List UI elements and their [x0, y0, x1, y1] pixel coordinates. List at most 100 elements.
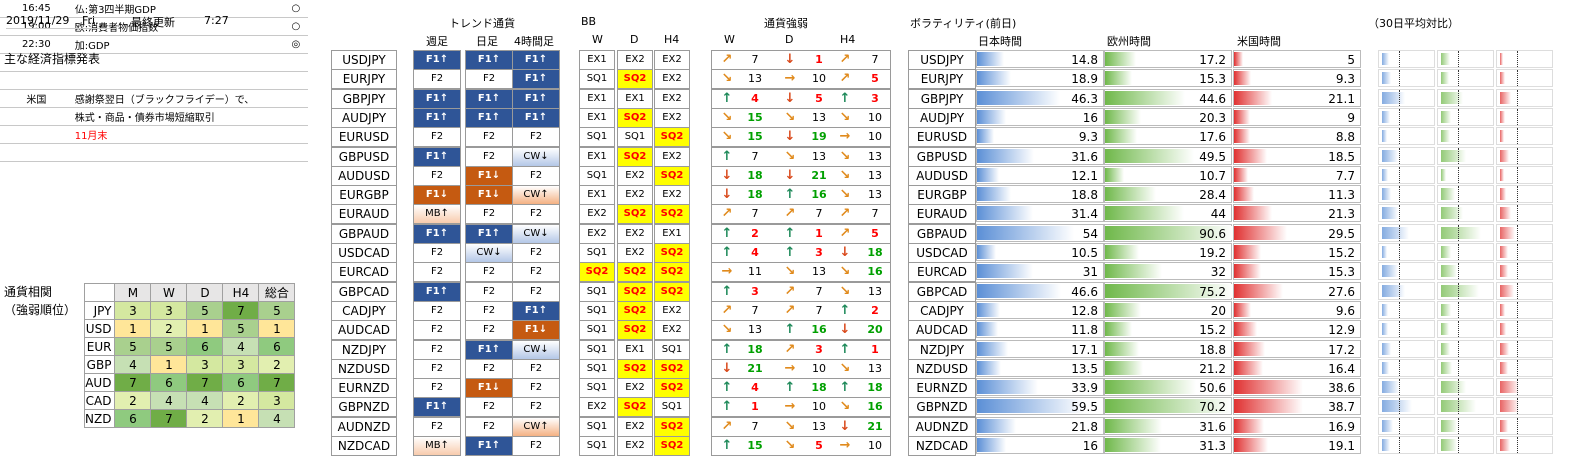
strength-col-w: W: [724, 33, 735, 46]
vol-value: 16.9: [1328, 420, 1355, 434]
vol-cell: [1104, 359, 1232, 377]
vol-bar: [1234, 168, 1248, 182]
matrix-corner: [83, 283, 116, 302]
vol-cell: [1233, 127, 1361, 145]
vol-col-us: 米国時間: [1237, 35, 1281, 48]
vol-ratio-cell: [1437, 301, 1494, 319]
matrix-value: 2: [114, 391, 152, 410]
vol-ratio-cell: [1437, 108, 1494, 126]
vol-ratio-marker: [1399, 128, 1400, 144]
strength-rank: 13: [868, 188, 882, 201]
matrix-title: 通貨相関 （強弱順位）: [4, 283, 76, 319]
vol-bar: [1234, 226, 1287, 240]
bb-cell: EX1: [579, 50, 615, 70]
vol-ratio-marker: [1517, 321, 1518, 337]
vol-ratio-cell: [1437, 147, 1494, 165]
vol-bar: [1234, 245, 1262, 259]
strength-rank: 1: [871, 343, 879, 356]
trend-cell: F2: [512, 282, 560, 302]
matrix-value: 1: [222, 409, 260, 428]
trend-cell: F1↓: [465, 378, 513, 398]
vol-ratio-cell: [1437, 417, 1494, 435]
strength-rank: 7: [815, 304, 823, 317]
vol-ratio-bar: [1382, 265, 1398, 277]
vol-value: 5: [1347, 53, 1355, 67]
matrix-value: 2: [258, 355, 296, 374]
calendar-text: [72, 143, 284, 162]
vol-bar: [1234, 110, 1251, 124]
calendar-row: 株式・商品・債券市場短縮取引: [0, 107, 308, 126]
calendar-mark: [283, 89, 308, 108]
vol-ratio-cell: [1378, 340, 1435, 358]
vol-ratio-marker: [1458, 398, 1459, 414]
bb-cell: EX1: [579, 185, 615, 205]
vol-ratio-marker: [1458, 244, 1459, 260]
strength-rank: 19: [811, 130, 827, 143]
calendar-row: [0, 53, 308, 72]
vol-cell: [976, 50, 1104, 68]
calendar-time: [0, 107, 73, 126]
strength-title: 通貨強弱: [764, 17, 808, 30]
vol-cell: [1233, 359, 1361, 377]
vol-cell: [976, 166, 1104, 184]
vol-ratio-marker: [1517, 186, 1518, 202]
vol-value: 14.8: [1071, 53, 1098, 67]
matrix-value: 1: [150, 355, 188, 374]
matrix-col-header: W: [150, 283, 188, 302]
bb-cell: EX1: [617, 340, 653, 360]
vol-value: 9.3: [1335, 72, 1355, 86]
strength-arrow-icon: ↘: [839, 264, 851, 279]
calendar-mark: ◎: [283, 35, 308, 54]
strength-arrow-icon: ↓: [839, 245, 851, 260]
vol-pair-label: AUDNZD: [908, 417, 976, 437]
vol-value: 13.5: [1071, 362, 1098, 376]
vol-ratio-marker: [1517, 341, 1518, 357]
strength-rank: 7: [751, 150, 759, 163]
strength-arrow-icon: ↗: [784, 206, 796, 221]
calendar-time: 22:30: [0, 35, 73, 54]
pair-label: CADJPY: [331, 301, 397, 321]
trend-cell: F1↑: [465, 224, 513, 244]
strength-frame: [711, 147, 891, 167]
pair-label: USDCAD: [331, 243, 397, 263]
vol-bar: [1234, 322, 1258, 336]
calendar-row: [0, 143, 308, 162]
vol-bar: [1105, 168, 1125, 182]
vol-bar: [1105, 264, 1163, 278]
vol-bar: [1105, 129, 1137, 143]
vol-ratio-marker: [1399, 263, 1400, 279]
vol-ratio-cell: [1496, 108, 1553, 126]
strength-arrow-icon: ↘: [784, 264, 796, 279]
matrix-value: 4: [150, 391, 188, 410]
strength-frame: [711, 50, 891, 70]
weekday-label: Fri.: [82, 14, 99, 27]
strength-arrow-icon: ↑: [784, 226, 796, 241]
vol-bar: [977, 380, 1038, 394]
pair-label: USDJPY: [331, 50, 397, 70]
vol-bar: [977, 245, 996, 259]
trend-cell: F1↓: [413, 185, 461, 205]
calendar-text: 株式・商品・債券市場短縮取引: [72, 107, 284, 126]
vol-cell: [1233, 185, 1361, 203]
strength-frame: [711, 243, 891, 263]
vol-ratio-bar: [1382, 207, 1398, 219]
strength-arrow-icon: ↘: [839, 149, 851, 164]
strength-rank: 10: [868, 439, 882, 452]
vol-bar: [1105, 52, 1136, 66]
strength-arrow-icon: ↓: [784, 129, 796, 144]
strength-arrow-icon: ↑: [721, 284, 733, 299]
vol-ratio-cell: [1378, 127, 1435, 145]
vol-ratio-marker: [1399, 205, 1400, 221]
vol-value: 75.2: [1199, 285, 1226, 299]
vol-bar: [1105, 206, 1184, 220]
bb-cell: EX2: [654, 89, 690, 109]
vol-bar: [1105, 380, 1196, 394]
vol-ratio-marker: [1399, 437, 1400, 453]
vol-cell: [1104, 397, 1232, 415]
bb-cell: SQ2: [617, 204, 653, 224]
matrix-col-header: 総合: [258, 283, 296, 302]
strength-arrow-icon: ↓: [839, 322, 851, 337]
trend-cell: F1↑: [512, 50, 560, 70]
vol-value: 18.5: [1328, 150, 1355, 164]
strength-rank: 18: [867, 381, 883, 394]
